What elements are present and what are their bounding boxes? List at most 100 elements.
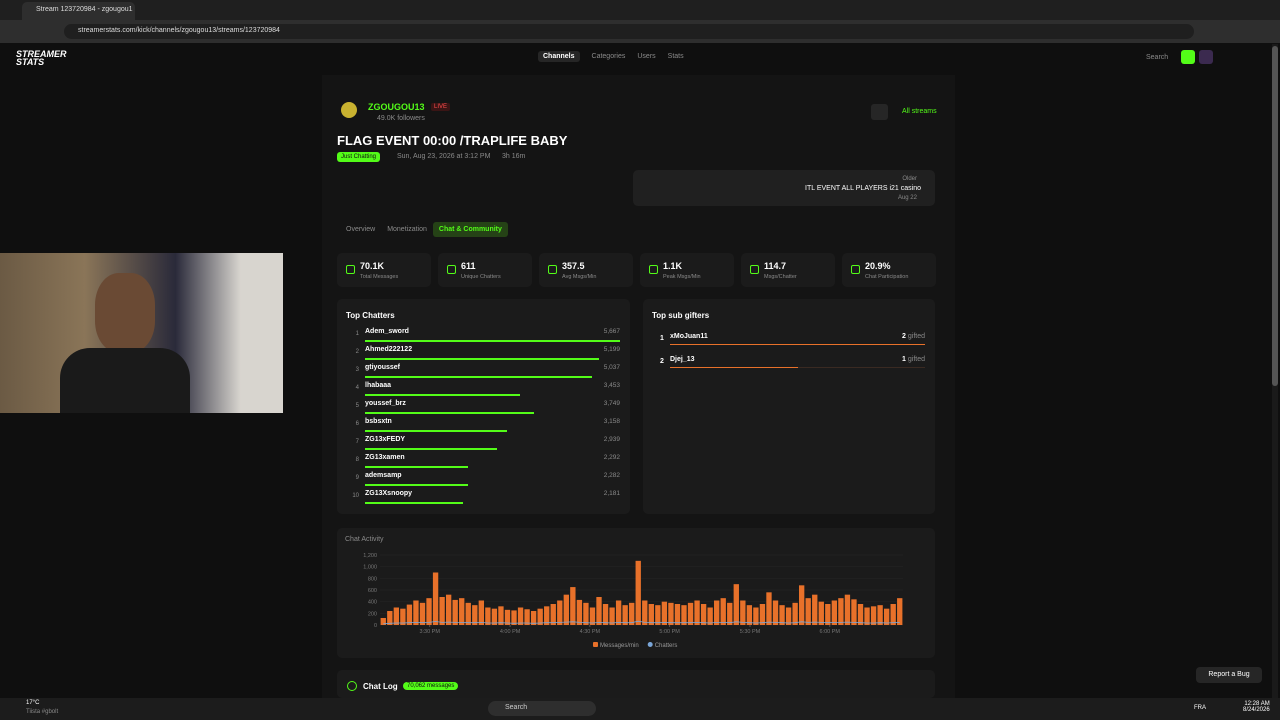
x-tick-label: 3:30 PM [419,629,440,635]
chatter-name[interactable]: Adem_sword [365,328,409,335]
url: streamerstats.com/kick/channels/zgougou1… [78,27,280,34]
message-bar [365,502,464,504]
message-bar [365,448,498,450]
weather-text: Tiista #gbolt [26,709,59,715]
search[interactable]: Search [1146,54,1169,61]
followers: 49.0K followers [377,115,425,122]
time: 12:28 AM [1244,701,1270,707]
chatter-name[interactable]: Ahmed222122 [365,346,413,353]
activity-bar [478,600,484,625]
rank: 7 [355,439,359,445]
all-streams[interactable]: All streams [902,108,937,115]
stat-card: 611 Unique Chatters [438,253,532,287]
gifter-name[interactable]: xMoJuan11 [670,333,708,340]
message-count: 2,181 [603,490,620,497]
gift-count: 2 gifted [902,333,925,340]
stat-icon [649,265,658,274]
tab[interactable] [22,2,135,20]
stat-icon [447,265,456,274]
activity-bar [629,602,635,625]
rank: 8 [355,457,359,463]
scroll-thumb[interactable] [1272,46,1278,386]
gifter-name[interactable]: Djej_13 [670,356,695,363]
date: 8/24/2026 [1243,707,1270,713]
activity-bar [877,605,883,625]
logo[interactable]: STREAMER STATS [16,50,67,67]
twitch-button[interactable] [1199,50,1213,64]
activity-bar [740,600,746,625]
activity-bar [530,611,537,625]
channel-name[interactable]: ZGOUGOU13 [368,102,425,112]
activity-bar [727,602,733,625]
kick-button[interactable] [1181,50,1195,64]
nav-link[interactable]: Stats [667,53,684,60]
category-badge[interactable]: Just Chatting [337,152,381,162]
gift-count: 1 gifted [902,356,925,363]
activity-bar [498,606,504,625]
rank: 5 [355,403,359,409]
chatter-name[interactable]: lhabaaa [365,382,392,389]
activity-bar [459,598,465,625]
chatter-name[interactable]: bsbsxtn [365,418,392,425]
chatter-name[interactable]: youssef_brz [365,400,406,407]
address-bar[interactable] [64,24,1194,39]
chatter-name[interactable]: ademsamp [365,472,402,479]
nav-link[interactable]: Channels [538,51,580,62]
activity-bar [426,598,432,625]
activity-bar [583,602,589,625]
activity-bar [439,597,445,625]
older-stream-card[interactable]: Older ITL EVENT ALL PLAYERS i21 casino A… [633,170,935,206]
tab[interactable]: Overview [346,226,376,233]
chatter-name[interactable]: ZG13xamen [365,454,405,461]
taskbar-search-text: Search [505,704,528,711]
gift-unit: gifted [907,356,925,363]
activity-bar [387,611,393,625]
nav-link[interactable]: Users [637,53,656,60]
message-count: 3,158 [603,418,620,425]
activity-bar [674,604,681,625]
report-bug[interactable]: Report a Bug [1196,667,1262,683]
activity-bar [472,605,478,625]
logo-text: STATS [16,57,45,67]
chatter-name[interactable]: gtiyoussef [365,364,401,371]
tab[interactable]: Monetization [387,226,427,233]
nav-link[interactable]: Categories [591,53,626,60]
gift-number: 2 [901,333,906,340]
activity-bar [400,608,406,625]
rank: 1 [660,335,664,342]
activity-bar [864,607,870,625]
tab[interactable]: Chat & Community [432,222,508,237]
activity-bar [642,600,648,625]
activity-bar [746,605,753,625]
message-bar [365,430,508,432]
activity-bar [785,607,792,625]
weather-temp: 17°C [26,700,40,706]
taskbar-search[interactable] [488,701,596,716]
activity-bar [694,600,700,625]
chat-activity-chart: 0 200 400 600 800 1,000 1,200 3:30 PM 4:00 PM 4:3… [363,553,903,649]
activity-bar [779,605,785,625]
activity-bar [655,605,661,625]
chatter-name[interactable]: ZG13Xsnoopy [365,490,413,497]
stat-card: 20.9% Chat Participation [842,253,936,287]
y-tick-label: 600 [368,588,377,594]
chatter-name[interactable]: ZG13xFEDY [365,436,406,443]
message-bar [365,412,534,414]
y-tick-label: 1,200 [363,553,377,559]
message-count: 5,037 [603,364,620,371]
sub-gifters-card: Top sub gifters 1 xMoJuan11 2 gifted 2 Djej_13… [643,299,935,514]
tab-bar [0,0,1280,20]
activity-bar [544,606,550,625]
activity-bar [890,604,896,625]
activity-bar [851,599,857,625]
chat-log-title: Chat Log [363,682,398,691]
stat-value: 611 [461,261,476,271]
x-tick-label: 5:30 PM [740,629,761,635]
gift-unit: gifted [907,333,925,340]
icon-button[interactable] [871,104,888,120]
avatar [341,102,357,118]
activity-bar [805,598,811,625]
activity-bar [589,607,596,625]
activity-bar [393,607,400,625]
